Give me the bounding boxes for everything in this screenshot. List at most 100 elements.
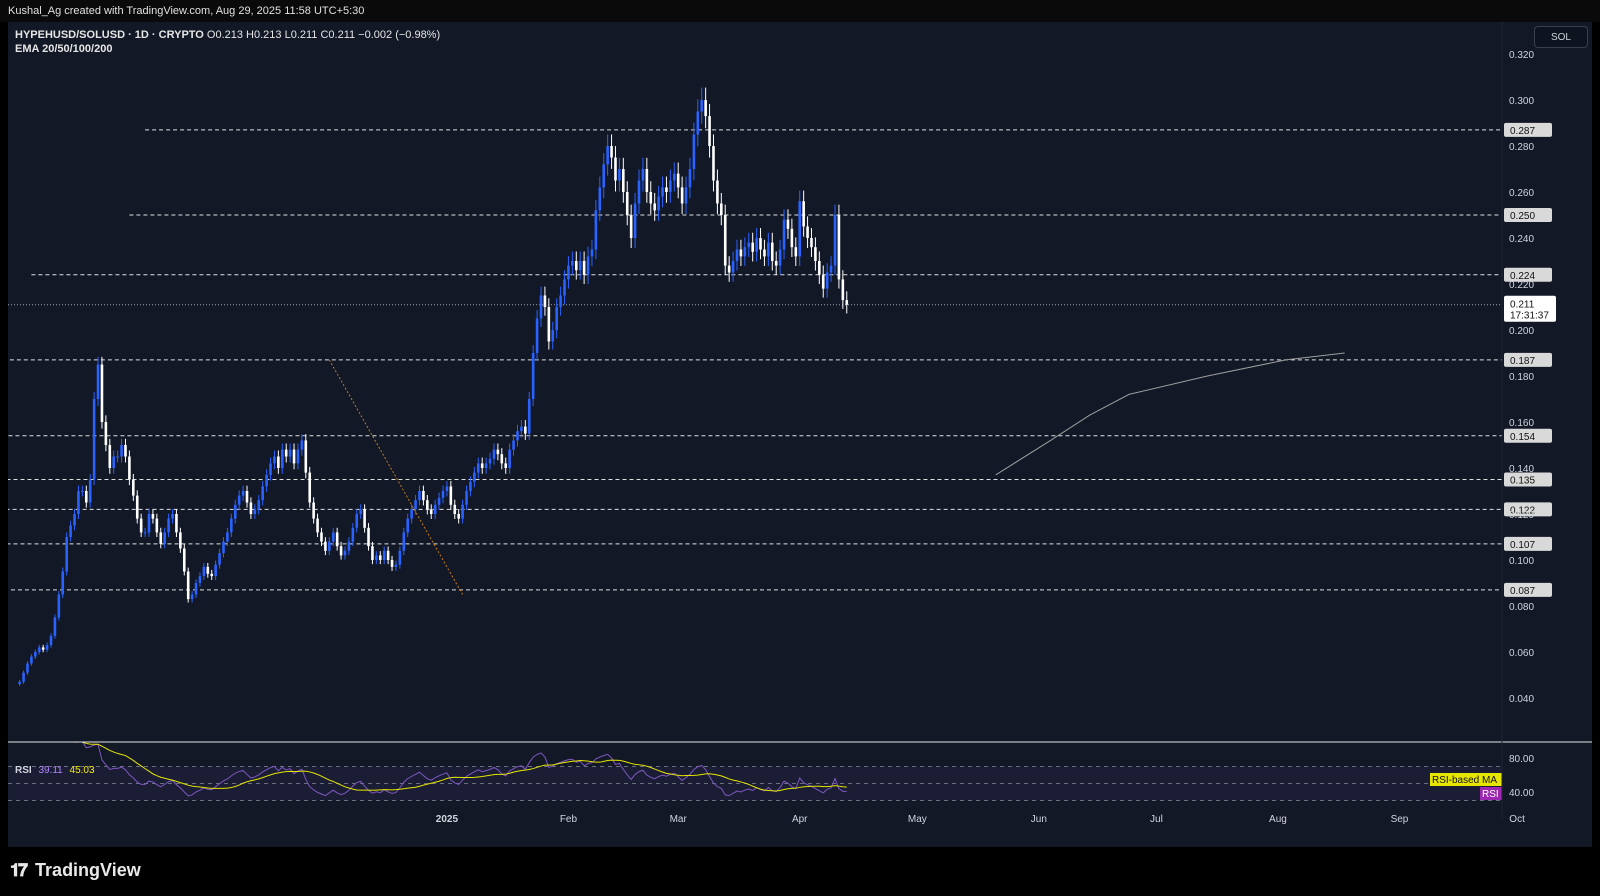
candle-body [179, 532, 182, 549]
candle-body [661, 187, 664, 197]
candle-body [222, 541, 225, 554]
candle-body [747, 242, 751, 248]
time-axis: 2025 Feb Mar Apr May Jun Jul Aug Sep Oct [436, 814, 1525, 825]
candle-body [473, 472, 476, 482]
y-tick-label: 0.160 [1509, 418, 1534, 429]
candle-body [26, 663, 29, 673]
candle-body [727, 265, 731, 273]
candle-body [669, 180, 672, 192]
candle-body [190, 594, 194, 600]
x-tick-label: Jul [1150, 814, 1163, 825]
level-label-box [1504, 267, 1552, 282]
candle-body [508, 449, 511, 468]
tradingview-brand[interactable]: 𝟏𝟕 TradingView [10, 860, 141, 881]
level-label: 0.135 [1510, 476, 1535, 487]
candle-body [614, 157, 617, 181]
candle-body [786, 219, 790, 229]
candle-body [296, 449, 300, 464]
rsi-label[interactable]: RSI [15, 765, 32, 776]
candle-body [543, 295, 547, 307]
candle-body [135, 495, 139, 519]
candle-body [637, 180, 641, 204]
level-label: 0.122 [1510, 505, 1535, 516]
currency-badge[interactable]: SOL [1534, 26, 1588, 48]
candle-body [700, 100, 704, 112]
symbol-label[interactable]: HYPEHUSD/SOLUSD · 1D · CRYPTO [15, 29, 204, 41]
y-tick-label: 0.180 [1509, 372, 1534, 383]
rsi-tag: RSI [1482, 789, 1499, 800]
candle-body [837, 215, 841, 280]
candle-body [394, 564, 398, 567]
price-axis: 0.320 0.300 0.280 0.260 0.240 0.220 0.200 0.180… [8, 22, 1592, 818]
candle-body [547, 307, 551, 342]
candle-body [716, 180, 719, 204]
candle-body [708, 116, 711, 146]
candle-body [598, 187, 602, 211]
candle-body [680, 187, 684, 204]
candle-body [774, 261, 778, 266]
price-chart[interactable]: 80.00 40.00 RSI-based MA RSI 0.287 0.250 0.22… [8, 22, 1592, 847]
candle-body [280, 449, 284, 468]
candle-body [586, 256, 590, 275]
candle-body [269, 463, 272, 475]
last-price-box [1504, 295, 1556, 322]
candle-body [433, 504, 437, 514]
candle-body [355, 514, 359, 528]
level-label: 0.154 [1510, 432, 1535, 443]
candle-body [214, 564, 217, 577]
candle-body [469, 481, 472, 491]
candle-body [73, 514, 76, 526]
x-tick-label: Mar [670, 814, 688, 825]
candle-body [504, 463, 508, 468]
candles [18, 87, 849, 686]
level-label-box [1504, 472, 1552, 487]
candle-body [22, 672, 25, 682]
candle-body [45, 645, 49, 650]
candle-body [672, 173, 676, 181]
candle-body [770, 242, 774, 261]
candle-body [18, 681, 21, 685]
candle-body [622, 169, 625, 192]
candle-body [402, 532, 406, 551]
candle-body [645, 169, 649, 192]
candle-body [84, 491, 88, 503]
ema-200-polyline [995, 352, 1345, 476]
candle-body [759, 238, 762, 250]
candle-body [574, 261, 578, 271]
ema-indicator-label[interactable]: EMA 20/50/100/200 [15, 43, 113, 55]
candle-body [30, 656, 33, 664]
candle-body [378, 555, 382, 560]
candle-body [739, 249, 743, 257]
candle-body [649, 192, 653, 204]
candle-body [629, 215, 633, 238]
candle-body [520, 426, 523, 432]
candle-body [484, 463, 488, 468]
candle-body [692, 134, 696, 169]
candle-body [492, 449, 496, 459]
y-tick-label: 0.260 [1509, 188, 1534, 199]
level-label-box [1504, 428, 1552, 443]
candle-body [151, 514, 155, 519]
y-tick-label: 0.100 [1509, 556, 1534, 567]
candle-body [143, 532, 147, 534]
rsi-line [74, 741, 847, 797]
y-tick-label: 0.220 [1509, 280, 1534, 291]
candle-body [273, 456, 276, 464]
horizontal-levels: 0.287 0.250 0.224 0.187 0.154 0.135 0.122 0.107… [8, 122, 1556, 597]
candle-body [237, 495, 241, 505]
candle-body [304, 440, 308, 473]
candle-body [704, 100, 707, 117]
candle-body [755, 238, 758, 252]
candle-body [175, 514, 178, 533]
candle-body [382, 550, 386, 560]
attribution-bar: Kushal_Ag created with TradingView.com, … [0, 0, 1600, 22]
candle-body [723, 215, 727, 266]
candle-body [606, 146, 609, 165]
candle-body [551, 330, 555, 342]
candle-body [198, 576, 202, 583]
level-label-box [1504, 502, 1552, 517]
candle-body [343, 550, 347, 556]
chart-legend: HYPEHUSD/SOLUSD · 1D · CRYPTO O0.213 H0.… [15, 28, 440, 56]
candle-body [167, 518, 170, 533]
candle-body [676, 173, 680, 188]
